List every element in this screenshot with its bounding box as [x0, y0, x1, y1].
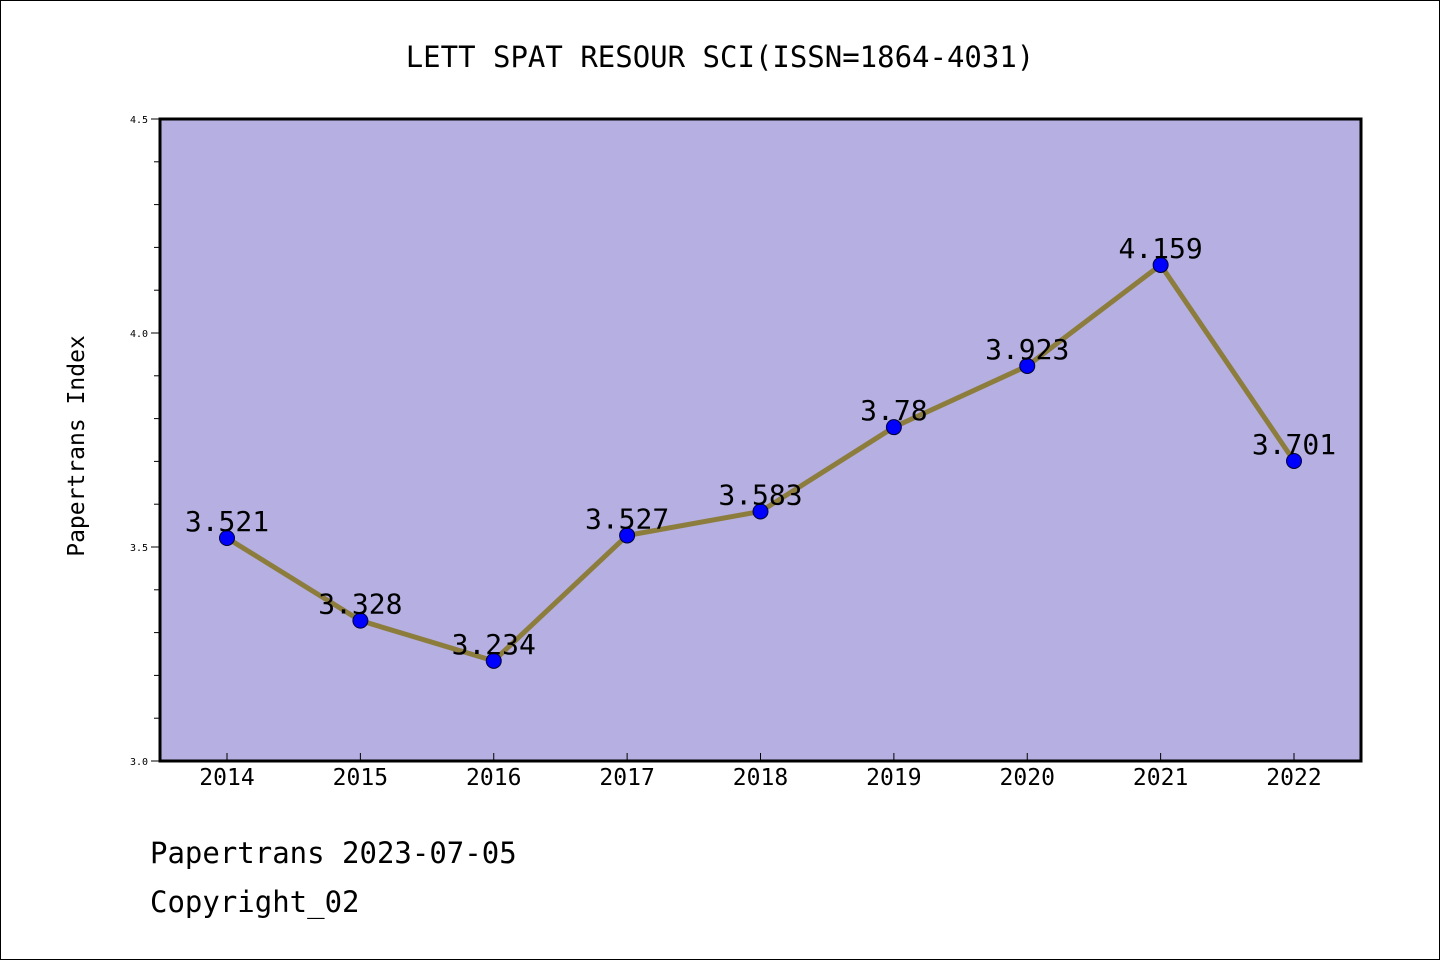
- data-points: [219, 256, 1302, 669]
- x-tick-label: 2017: [599, 765, 654, 791]
- x-tick-label: 2020: [1000, 765, 1055, 791]
- x-tick-label: 2018: [733, 765, 788, 791]
- data-labels: 3.521 3.328 3.234 3.527 3.583 3.78 3.923 4.159 3…: [185, 232, 1336, 661]
- x-tick-label: 2021: [1133, 765, 1188, 791]
- chart-title: LETT SPAT RESOUR SCI(ISSN=1864-4031): [406, 40, 1035, 74]
- data-point: [1152, 256, 1169, 273]
- x-tick-label: 2019: [866, 765, 921, 791]
- footer-copyright: Copyright_02: [150, 885, 360, 919]
- x-tick-label: 2014: [199, 765, 254, 791]
- data-point: [485, 652, 502, 669]
- data-label: 3.701: [1252, 428, 1336, 461]
- data-label: 3.923: [985, 333, 1069, 366]
- y-axis: 3.0 3.5 4.0 4.5: [130, 115, 160, 768]
- x-tick-label: 2015: [333, 765, 388, 791]
- data-point: [885, 419, 902, 436]
- data-point: [752, 503, 769, 520]
- data-label: 3.328: [318, 588, 402, 621]
- y-tick-label: 3.0: [130, 757, 148, 768]
- y-tick-label: 4.0: [130, 329, 148, 340]
- data-point: [1286, 452, 1302, 469]
- y-tick-label: 3.5: [130, 543, 148, 554]
- data-point: [219, 530, 235, 547]
- plot-area: [158, 117, 1363, 763]
- data-label: 3.527: [585, 502, 669, 535]
- x-axis: 2014 2015 2016 2017 2018 2019 2020 2021 2022: [199, 753, 1322, 791]
- data-label: 3.234: [452, 628, 536, 661]
- data-label: 3.583: [718, 478, 802, 511]
- data-label: 3.78: [860, 394, 927, 427]
- y-axis-label: Papertrans Index: [64, 335, 90, 557]
- y-tick-label: 4.5: [130, 115, 148, 126]
- x-tick-label: 2022: [1266, 765, 1321, 791]
- data-label: 4.159: [1118, 232, 1202, 265]
- data-point: [1019, 357, 1036, 374]
- data-point: [352, 612, 369, 629]
- x-tick-label: 2016: [466, 765, 521, 791]
- footer-date: Papertrans 2023-07-05: [150, 836, 517, 870]
- data-point: [619, 527, 636, 544]
- data-label: 3.521: [185, 505, 269, 538]
